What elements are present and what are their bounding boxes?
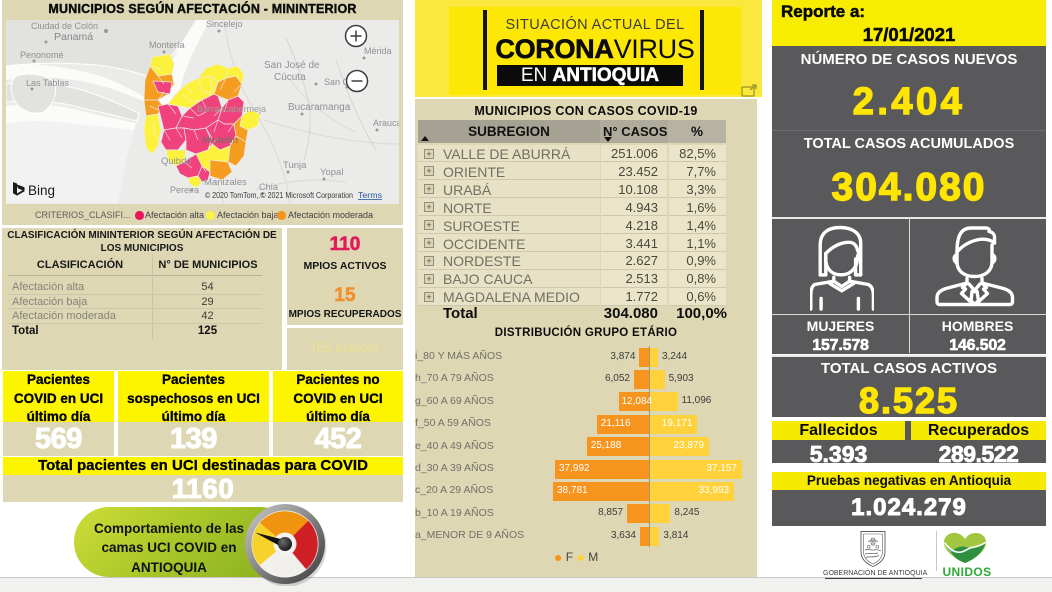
svg-text:© 2020 TomTom,.© 2021 Microsof: © 2020 TomTom,.© 2021 Microsoft Corporat… xyxy=(205,191,353,200)
svg-text:San C: San C xyxy=(324,77,350,87)
svg-text:Penonomé: Penonomé xyxy=(20,50,64,60)
svg-text:Medellín: Medellín xyxy=(202,135,238,146)
svg-text:Quibdó: Quibdó xyxy=(161,156,192,167)
svg-text:Ciudad de Colón: Ciudad de Colón xyxy=(31,21,98,31)
svg-text:Barrancabermeja: Barrancabermeja xyxy=(197,104,266,114)
svg-text:Manizales: Manizales xyxy=(204,177,247,188)
svg-text:Arauca: Arauca xyxy=(373,118,399,128)
svg-text:San José de: San José de xyxy=(264,60,320,71)
svg-text:Pereira: Pereira xyxy=(170,185,199,195)
svg-text:Bucaramanga: Bucaramanga xyxy=(288,102,351,113)
svg-text:Chía: Chía xyxy=(259,182,278,192)
svg-text:Bing: Bing xyxy=(28,183,55,198)
svg-text:Yopal: Yopal xyxy=(320,167,343,178)
svg-text:Montería: Montería xyxy=(149,40,185,50)
svg-text:Terms: Terms xyxy=(358,191,382,200)
svg-text:Tunja: Tunja xyxy=(283,160,307,171)
svg-text:Sincelejo: Sincelejo xyxy=(206,20,243,29)
svg-text:Panamá: Panamá xyxy=(54,31,93,43)
svg-text:Cúcuta: Cúcuta xyxy=(274,72,306,83)
svg-text:Las Tablas: Las Tablas xyxy=(26,78,69,88)
svg-text:Mérida: Mérida xyxy=(364,46,392,56)
